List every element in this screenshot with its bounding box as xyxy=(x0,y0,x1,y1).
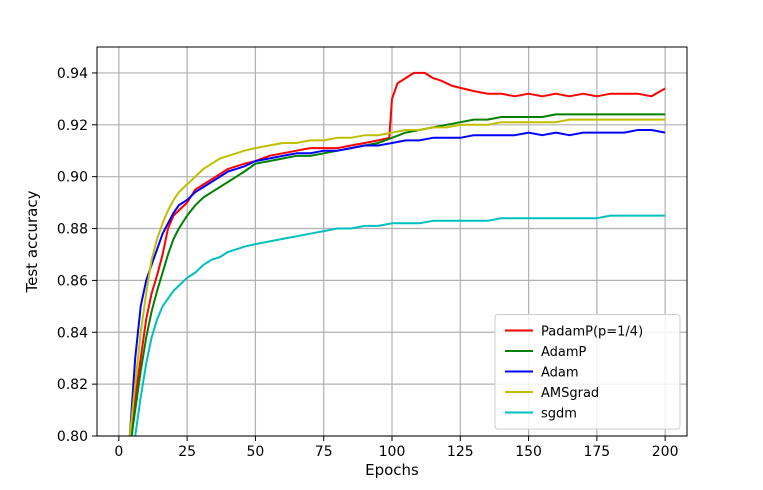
series-line-amsgrad xyxy=(128,118,666,436)
x-tick-label: 0 xyxy=(114,444,123,460)
y-axis-label: Test accuracy xyxy=(23,190,41,293)
y-axis-ticks: 0.80 0.82 0.84 0.86 0.88 0.90 0.92 0.94 xyxy=(57,66,97,445)
x-tick-label: 25 xyxy=(178,444,196,460)
x-axis-label: Epochs xyxy=(365,461,419,479)
x-tick-label: 150 xyxy=(515,444,542,460)
x-tick-label: 50 xyxy=(247,444,265,460)
legend-entry-label: AMSgrad xyxy=(541,386,599,401)
legend-entry-label: PadamP(p=1/4) xyxy=(541,325,643,340)
series-line-sgdm xyxy=(134,214,666,436)
x-tick-label: 175 xyxy=(583,444,610,460)
y-tick-label: 0.92 xyxy=(57,118,88,134)
x-tick-label: 75 xyxy=(315,444,333,460)
y-tick-label: 0.90 xyxy=(57,170,88,186)
y-tick-label: 0.88 xyxy=(57,222,88,238)
legend-entry-label: AdamP xyxy=(541,345,587,360)
legend-box xyxy=(494,314,681,430)
x-tick-label: 125 xyxy=(447,444,474,460)
y-tick-label: 0.94 xyxy=(57,66,88,82)
legend: PadamP(p=1/4) AdamP Adam AMSgrad sgdm xyxy=(494,314,681,430)
series-layer xyxy=(128,71,666,436)
legend-entry-label: sgdm xyxy=(541,407,577,422)
y-tick-label: 0.86 xyxy=(57,273,88,289)
series-line-adam xyxy=(128,129,666,436)
x-tick-label: 200 xyxy=(652,444,679,460)
y-tick-label: 0.82 xyxy=(57,377,88,393)
x-axis-ticks: 0 25 50 75 100 125 150 175 200 xyxy=(114,436,679,460)
series-line-padamp-p-1-4 xyxy=(130,71,666,436)
x-tick-label: 100 xyxy=(379,444,406,460)
y-tick-label: 0.80 xyxy=(57,429,88,445)
legend-entry-label: Adam xyxy=(541,366,579,381)
y-tick-label: 0.84 xyxy=(57,325,88,341)
